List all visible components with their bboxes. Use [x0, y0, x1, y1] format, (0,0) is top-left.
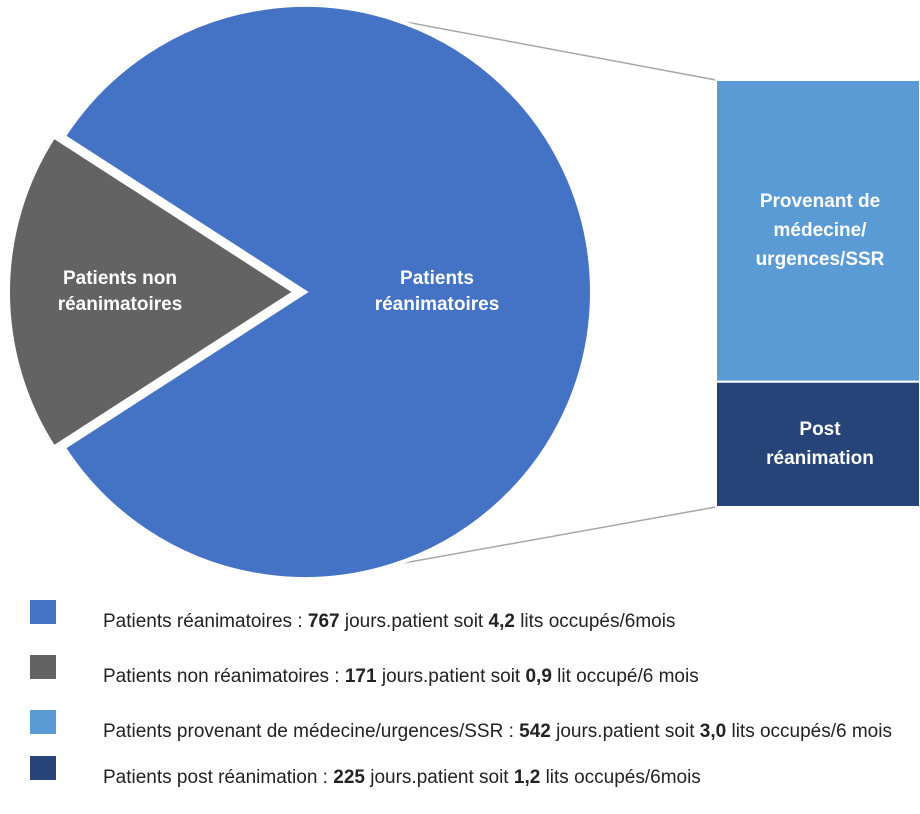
- legend-text: lits occupés/6mois: [540, 767, 701, 788]
- pie-label: Patients: [400, 268, 474, 289]
- bar-segment: [715, 380, 920, 509]
- legend-item: Patients non réanimatoires : 171 jours.p…: [103, 665, 903, 689]
- legend-swatch: [30, 710, 56, 734]
- pie-slice: [61, 3, 594, 581]
- legend-text: jours.patient soit: [376, 666, 526, 687]
- legend-text: 225: [333, 767, 365, 788]
- pie-label: Patients non: [63, 268, 177, 289]
- legend-text: jours.patient soit: [339, 611, 489, 632]
- legend-swatch: [30, 756, 56, 780]
- legend-text: Patients provenant de médecine/urgences/…: [103, 721, 520, 742]
- bar-label: Post: [799, 419, 841, 440]
- pie-slice: [6, 133, 299, 451]
- bar-label: réanimation: [766, 448, 874, 469]
- legend-text: Patients non réanimatoires :: [103, 666, 345, 687]
- bar-label: urgences/SSR: [756, 249, 885, 270]
- legend-text: 171: [344, 666, 377, 687]
- chart: Patients réanimatoires Patients non réanima…: [6, 3, 920, 581]
- legend-text: lits occupés/6 mois: [726, 721, 892, 742]
- pie-label: réanimatoires: [375, 294, 500, 315]
- bar-segment: [715, 79, 920, 383]
- legend-text: jours.patient soit: [364, 767, 514, 788]
- bar-label: médecine/: [774, 220, 868, 241]
- legend-text: jours.patient soit: [550, 721, 700, 742]
- legend-text: 3,0: [699, 721, 727, 742]
- legend-text: 767: [307, 611, 340, 632]
- legend-text: Patients post réanimation :: [103, 767, 334, 788]
- legend-item: Patients post réanimation : 225 jours.pa…: [103, 766, 903, 790]
- legend-text: 0,9: [525, 666, 552, 687]
- legend-item: Patients réanimatoires : 767 jours.patie…: [103, 610, 903, 634]
- legend-text: 4,2: [488, 611, 515, 632]
- legend-swatch: [30, 655, 56, 679]
- bar-label: Provenant de: [760, 191, 880, 212]
- legend-text: Patients réanimatoires :: [103, 611, 308, 632]
- pie-label: réanimatoires: [58, 294, 183, 315]
- legend-text: lit occupé/6 mois: [551, 666, 699, 687]
- legend-item: Patients provenant de médecine/urgences/…: [103, 720, 903, 744]
- legend-text: 542: [519, 721, 551, 742]
- legend-text: lits occupés/6mois: [514, 611, 676, 632]
- legend-text: 1,2: [513, 767, 541, 788]
- legend-swatch: [30, 600, 56, 624]
